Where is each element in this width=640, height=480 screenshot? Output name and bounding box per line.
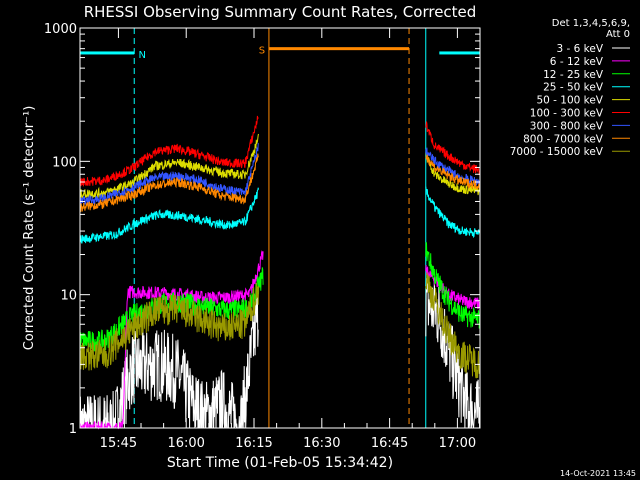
- chart-title: RHESSI Observing Summary Count Rates, Co…: [84, 3, 477, 21]
- y-tick-label-100: 100: [52, 155, 77, 170]
- series-12-25-kev: [79, 242, 481, 352]
- x-tick-label-16-30: 16:30: [303, 436, 340, 451]
- annotation-night-bar-1: [80, 51, 135, 55]
- series-100-300-kev-segment-2: [425, 121, 481, 176]
- legend-header-line-2: Att 0: [606, 29, 630, 40]
- legend-label-3-6-kev: 3 - 6 keV: [556, 43, 603, 55]
- legend-label-800-7000-kev: 800 - 7000 keV: [523, 133, 604, 145]
- x-tick-label-16-15: 16:15: [235, 436, 272, 451]
- series-300-800-kev-segment-1: [79, 142, 259, 206]
- series-12-25-kev-segment-2: [425, 242, 481, 329]
- legend-label-25-50-kev: 25 - 50 keV: [543, 82, 604, 94]
- y-tick-label-10: 10: [60, 289, 77, 304]
- x-tick-label-17-00: 17:00: [439, 436, 476, 451]
- y-tick-label-1: 1: [69, 422, 77, 437]
- series-25-50-kev-segment-1: [79, 187, 259, 244]
- series-25-50-kev: [79, 186, 481, 244]
- legend-label-12-25-kev: 12 - 25 keV: [543, 69, 604, 81]
- annotation-saa-label: S: [259, 46, 265, 57]
- plot-frame: [79, 27, 481, 429]
- y-tick-label-1000: 1000: [44, 22, 77, 37]
- annotation-night-bar-2: [439, 51, 480, 55]
- x-tick-label-15-45: 15:45: [100, 436, 137, 451]
- annotation-saa-bar-1: [268, 47, 410, 51]
- series-layer: [79, 115, 481, 430]
- y-axis-label: Corrected Count Rate (s⁻¹ detector⁻¹): [22, 106, 37, 351]
- series-7000-15000-kev-segment-2: [425, 272, 481, 379]
- series-100-300-kev: [79, 115, 481, 187]
- series-25-50-kev-segment-2: [425, 186, 481, 239]
- x-tick-label-16-45: 16:45: [371, 436, 408, 451]
- ticks-layer: 15:45 16:00 16:15 16:30 16:45 17:00 1 10 100 1000: [44, 22, 480, 451]
- x-tick-label-16-00: 16:00: [167, 436, 204, 451]
- legend-label-300-800-kev: 300 - 800 keV: [530, 120, 604, 132]
- legend-header-line-1: Det 1,3,4,5,6,9,: [552, 18, 630, 29]
- series-800-7000-kev-segment-2: [425, 154, 481, 190]
- series-7000-15000-kev: [79, 272, 481, 379]
- series-50-100-kev-segment-2: [425, 152, 481, 196]
- series-12-25-kev-segment-1: [79, 267, 264, 352]
- x-axis-label: Start Time (01-Feb-05 15:34:42): [167, 455, 393, 471]
- legend-label-50-100-kev: 50 - 100 keV: [536, 95, 603, 107]
- series-100-300-kev-segment-1: [79, 115, 259, 187]
- legend-label-7000-15000-kev: 7000 - 15000 keV: [510, 146, 604, 158]
- legend-label-100-300-kev: 100 - 300 keV: [530, 108, 604, 120]
- series-7000-15000-kev-segment-1: [79, 282, 259, 371]
- series-3-6-kev-segment-2: [425, 273, 481, 429]
- annotation-night-label: N: [138, 50, 145, 61]
- footer-date: 14-Oct-2021 13:45: [560, 469, 636, 478]
- series-800-7000-kev-segment-1: [79, 153, 259, 212]
- series-800-7000-kev: [79, 153, 481, 212]
- legend-label-6-12-kev: 6 - 12 keV: [550, 56, 604, 68]
